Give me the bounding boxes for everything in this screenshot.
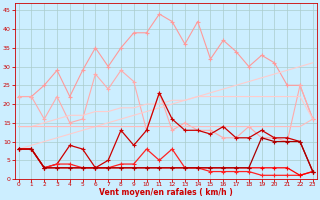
X-axis label: Vent moyen/en rafales ( km/h ): Vent moyen/en rafales ( km/h ) [99, 188, 233, 197]
